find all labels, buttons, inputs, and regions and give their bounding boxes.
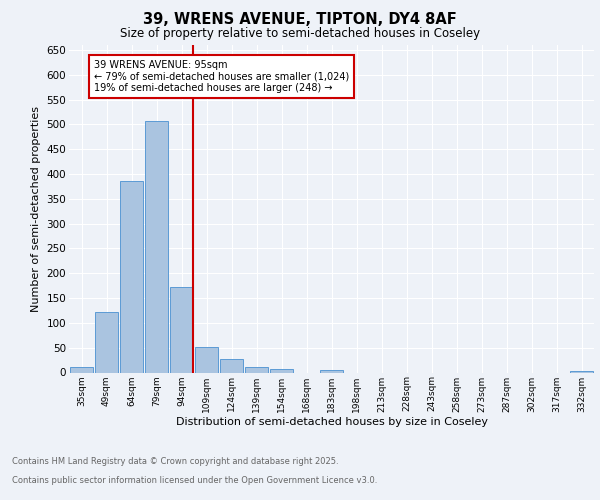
Bar: [220, 358, 243, 372]
Bar: [70, 366, 93, 372]
Y-axis label: Number of semi-detached properties: Number of semi-detached properties: [31, 106, 41, 312]
Bar: [95, 312, 118, 372]
Text: Contains HM Land Registry data © Crown copyright and database right 2025.: Contains HM Land Registry data © Crown c…: [12, 458, 338, 466]
Bar: [570, 371, 593, 372]
Text: 39, WRENS AVENUE, TIPTON, DY4 8AF: 39, WRENS AVENUE, TIPTON, DY4 8AF: [143, 12, 457, 28]
Bar: [270, 368, 293, 372]
Text: 39 WRENS AVENUE: 95sqm
← 79% of semi-detached houses are smaller (1,024)
19% of : 39 WRENS AVENUE: 95sqm ← 79% of semi-det…: [94, 60, 349, 93]
Bar: [245, 367, 268, 372]
Bar: [145, 121, 168, 372]
Bar: [195, 346, 218, 372]
Bar: [170, 287, 193, 372]
Text: Size of property relative to semi-detached houses in Coseley: Size of property relative to semi-detach…: [120, 28, 480, 40]
Bar: [320, 370, 343, 372]
Text: Contains public sector information licensed under the Open Government Licence v3: Contains public sector information licen…: [12, 476, 377, 485]
Bar: [120, 182, 143, 372]
X-axis label: Distribution of semi-detached houses by size in Coseley: Distribution of semi-detached houses by …: [176, 417, 487, 427]
